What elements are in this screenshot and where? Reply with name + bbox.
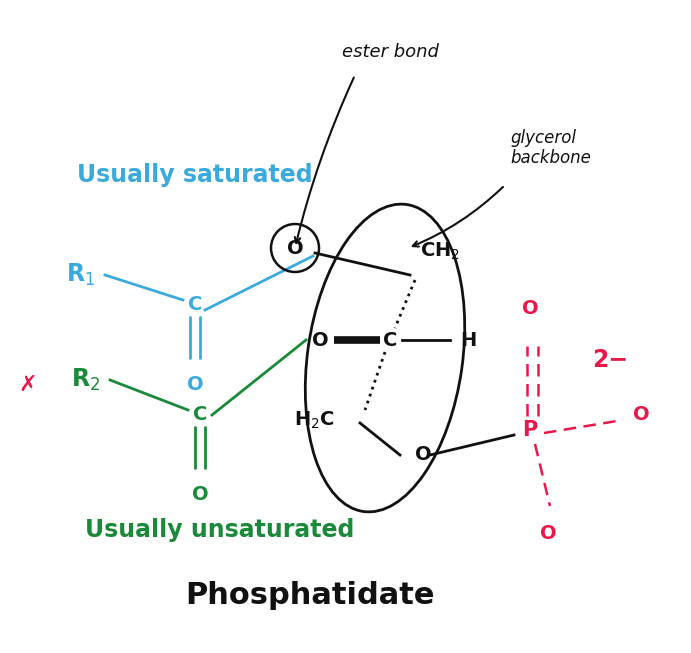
Text: 2−: 2− <box>592 348 628 372</box>
Text: O: O <box>522 299 538 318</box>
Text: H: H <box>460 330 476 349</box>
Text: R$_1$: R$_1$ <box>66 262 95 288</box>
Text: O: O <box>287 238 303 257</box>
Text: Phosphatidate: Phosphatidate <box>185 581 435 609</box>
Text: glycerol
backbone: glycerol backbone <box>510 129 591 167</box>
Text: C: C <box>188 296 202 315</box>
Text: R$_2$: R$_2$ <box>70 367 100 393</box>
Text: C: C <box>193 406 207 424</box>
Text: ✗: ✗ <box>19 375 37 395</box>
Text: H$_2$C: H$_2$C <box>294 409 335 430</box>
Text: O: O <box>633 406 650 424</box>
Text: O: O <box>191 485 208 505</box>
Text: C: C <box>383 330 397 349</box>
Text: P: P <box>522 420 538 440</box>
Text: Usually saturated: Usually saturated <box>77 163 313 187</box>
Text: Usually unsaturated: Usually unsaturated <box>85 518 354 542</box>
Text: O: O <box>312 330 328 349</box>
Text: O: O <box>187 375 203 394</box>
Text: O: O <box>415 445 432 464</box>
Text: O: O <box>540 524 556 543</box>
Text: CH$_2$: CH$_2$ <box>420 241 460 262</box>
Text: ester bond: ester bond <box>341 43 438 61</box>
